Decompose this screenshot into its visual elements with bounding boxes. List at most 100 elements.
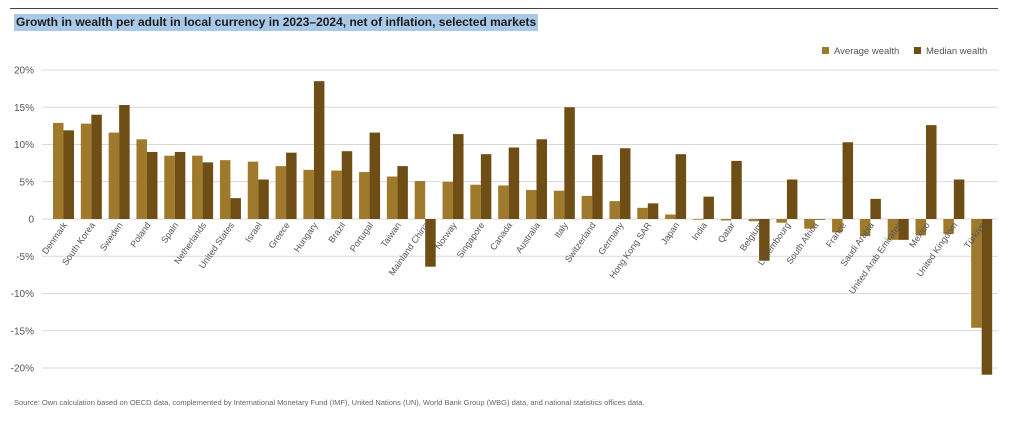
y-tick-label: 10%: [14, 140, 34, 151]
top-rule: [10, 8, 998, 9]
bar-average-wealth: [136, 139, 147, 219]
bar-median-wealth: [508, 147, 520, 219]
legend-label: Average wealth: [834, 46, 899, 57]
bar-average-wealth: [498, 185, 509, 219]
bar-average-wealth: [915, 219, 927, 236]
bar-average-wealth: [414, 181, 426, 219]
bar-median-wealth: [146, 151, 158, 219]
chart-title: Growth in wealth per adult in local curr…: [14, 14, 539, 31]
bar-average-wealth: [887, 219, 899, 240]
bar-median-wealth: [313, 81, 325, 219]
y-tick-label: 15%: [14, 103, 34, 114]
bar-average-wealth: [692, 219, 704, 220]
bar-median-wealth: [731, 160, 742, 219]
y-tick-label: 0: [28, 215, 34, 226]
y-tick-label: 5%: [20, 177, 35, 188]
bar-average-wealth: [219, 160, 231, 219]
bar-average-wealth: [192, 155, 203, 219]
bar-median-wealth: [341, 151, 353, 219]
bar-average-wealth: [275, 166, 287, 219]
bar-median-wealth: [369, 132, 381, 219]
bar-average-wealth: [859, 219, 871, 237]
bar-median-wealth: [286, 152, 297, 219]
bar-median-wealth: [842, 142, 854, 219]
bar-median-wealth: [926, 125, 937, 219]
bar-average-wealth: [53, 122, 64, 219]
bar-median-wealth: [703, 196, 714, 219]
bar-average-wealth: [80, 123, 92, 219]
x-tick-label: Poland: [128, 220, 152, 249]
bar-median-wealth: [870, 198, 881, 219]
bar-average-wealth: [553, 190, 565, 219]
bar-average-wealth: [720, 219, 732, 221]
bar-average-wealth: [609, 201, 620, 219]
x-tick-label: Denmark: [40, 220, 69, 256]
bar-median-wealth: [119, 105, 130, 219]
x-tick-label: Japan: [659, 220, 681, 246]
bar-median-wealth: [453, 134, 464, 219]
bar-average-wealth: [470, 184, 481, 219]
x-tick-label: Sweden: [98, 220, 125, 252]
bar-average-wealth: [526, 189, 537, 219]
bar-median-wealth: [564, 107, 575, 219]
source-note: Source: Own calculation based on OECD da…: [14, 398, 645, 407]
bar-median-wealth: [814, 219, 826, 220]
bar-average-wealth: [665, 214, 676, 219]
bar-average-wealth: [748, 219, 760, 222]
bar-average-wealth: [776, 219, 787, 223]
bar-average-wealth: [303, 169, 314, 219]
x-tick-label: Norway: [433, 220, 459, 251]
legend-swatch: [822, 47, 829, 54]
x-tick-label: Taiwan: [379, 220, 403, 249]
bar-average-wealth: [804, 219, 815, 229]
y-tick-label: -5%: [16, 252, 34, 263]
bar-average-wealth: [637, 207, 648, 219]
bar-median-wealth: [63, 130, 74, 219]
bar-average-wealth: [386, 176, 398, 219]
bar-median-wealth: [647, 203, 659, 219]
bar-median-wealth: [898, 219, 909, 240]
legend-label: Median wealth: [926, 46, 987, 57]
x-tick-label: Qatar: [716, 220, 737, 244]
x-tick-label: India: [690, 220, 709, 242]
bar-median-wealth: [258, 179, 269, 219]
y-tick-label: 20%: [14, 66, 34, 77]
bar-median-wealth: [953, 179, 965, 219]
y-tick-label: -10%: [11, 289, 34, 300]
bar-median-wealth: [981, 219, 993, 375]
x-tick-label: Mexico: [907, 220, 932, 249]
bar-median-wealth: [174, 151, 186, 219]
bar-median-wealth: [397, 166, 408, 219]
bar-median-wealth: [202, 162, 214, 219]
x-tick-label: Spain: [159, 220, 180, 245]
bar-average-wealth: [108, 132, 120, 219]
x-tick-label: Australia: [514, 220, 542, 254]
bar-average-wealth: [581, 195, 593, 219]
bar-median-wealth: [675, 154, 687, 219]
bar-median-wealth: [786, 179, 798, 219]
y-tick-label: -15%: [11, 326, 34, 337]
x-tick-label: Portugal: [348, 220, 375, 253]
bar-average-wealth: [971, 219, 982, 328]
x-tick-label: Germany: [596, 220, 626, 256]
bar-average-wealth: [442, 181, 454, 219]
legend-swatch: [914, 47, 921, 54]
x-tick-label: Singapore: [455, 220, 487, 259]
bar-average-wealth: [247, 161, 259, 219]
y-tick-label: -20%: [11, 364, 34, 375]
bar-median-wealth: [91, 114, 102, 219]
bar-average-wealth: [164, 155, 175, 219]
bar-average-wealth: [832, 219, 843, 233]
bar-average-wealth: [331, 170, 342, 219]
x-tick-label: Israel: [243, 220, 264, 244]
bar-average-wealth: [943, 219, 954, 234]
x-tick-label: United Arab Emirates: [847, 220, 904, 296]
bar-median-wealth: [425, 219, 436, 267]
x-tick-label: Hungary: [292, 220, 320, 254]
bar-median-wealth: [536, 139, 547, 219]
bar-median-wealth: [619, 148, 631, 219]
bar-median-wealth: [230, 198, 241, 219]
bar-median-wealth: [759, 219, 770, 261]
x-tick-label: Italy: [552, 220, 570, 240]
